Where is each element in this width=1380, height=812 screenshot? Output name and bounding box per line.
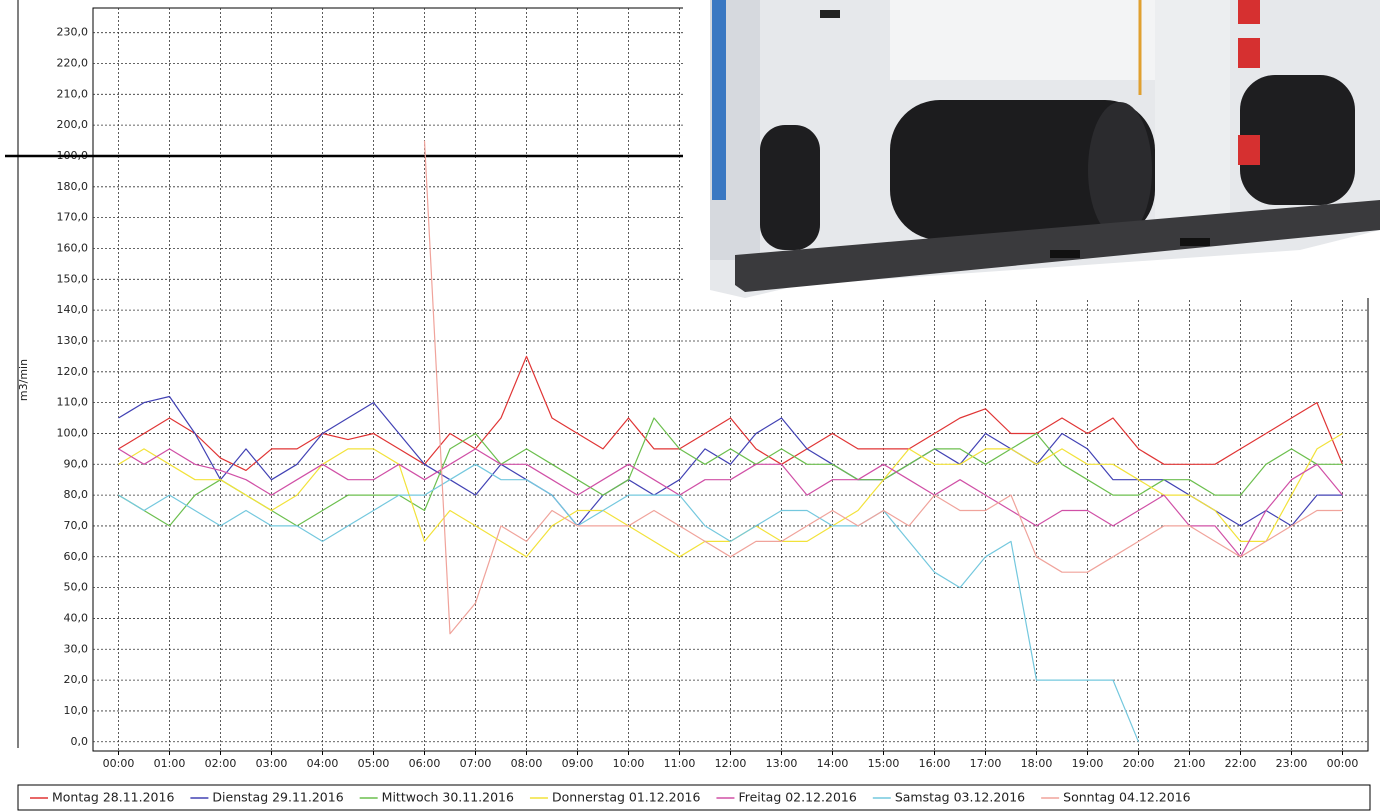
legend-label: Freitag 02.12.2016 — [738, 790, 856, 805]
y-tick-label: 10,0 — [64, 704, 89, 717]
y-tick-label: 150,0 — [57, 272, 89, 285]
x-tick-label: 13:00 — [766, 757, 798, 770]
legend-label: Mittwoch 30.11.2016 — [382, 790, 514, 805]
x-tick-label: 22:00 — [1225, 757, 1257, 770]
y-tick-label: 210,0 — [57, 87, 89, 100]
legend-label: Montag 28.11.2016 — [52, 790, 174, 805]
x-tick-label: 16:00 — [919, 757, 951, 770]
x-tick-label: 21:00 — [1174, 757, 1206, 770]
x-tick-label: 14:00 — [817, 757, 849, 770]
y-tick-label: 140,0 — [57, 303, 89, 316]
legend-box — [17, 784, 1371, 811]
y-tick-label: 160,0 — [57, 241, 89, 254]
legend-label: Donnerstag 01.12.2016 — [552, 790, 701, 805]
y-tick-label: 50,0 — [64, 581, 89, 594]
x-tick-label: 08:00 — [511, 757, 543, 770]
y-tick-label: 230,0 — [57, 26, 89, 39]
legend-label: Samstag 03.12.2016 — [895, 790, 1025, 805]
y-tick-label: 200,0 — [57, 118, 89, 131]
tank — [890, 100, 1155, 240]
series-line — [118, 417, 1343, 527]
y-tick-label: 0,0 — [71, 735, 89, 748]
legend-label: Sonntag 04.12.2016 — [1063, 790, 1191, 805]
red-fitting — [1238, 0, 1260, 24]
x-tick-label: 04:00 — [307, 757, 339, 770]
legend-label: Dienstag 29.11.2016 — [212, 790, 343, 805]
y-tick-label: 70,0 — [64, 519, 89, 532]
y-tick-label: 120,0 — [57, 365, 89, 378]
pump-tank — [1240, 75, 1355, 205]
base-frame — [735, 200, 1380, 292]
x-tick-label: 02:00 — [205, 757, 237, 770]
x-tick-label: 20:00 — [1123, 757, 1155, 770]
compressor — [760, 125, 820, 250]
y-tick-label: 40,0 — [64, 611, 89, 624]
x-tick-label: 10:00 — [613, 757, 645, 770]
x-tick-label: 00:00 — [103, 757, 135, 770]
x-tick-label: 07:00 — [460, 757, 492, 770]
series-line — [423, 140, 1343, 635]
handle — [820, 10, 840, 18]
x-tick-label: 03:00 — [256, 757, 288, 770]
x-tick-label: 06:00 — [409, 757, 441, 770]
y-tick-label: 100,0 — [57, 426, 89, 439]
x-tick-label: 15:00 — [868, 757, 900, 770]
x-tick-label: 17:00 — [970, 757, 1002, 770]
legend: Montag 28.11.2016 Dienstag 29.11.2016 Mitt… — [17, 784, 1371, 811]
y-tick-label: 60,0 — [64, 550, 89, 563]
y-tick-label: 90,0 — [64, 457, 89, 470]
base-slot — [1180, 238, 1210, 246]
series-line — [118, 463, 1140, 743]
x-tick-label: 00:00 — [1327, 757, 1359, 770]
product-photo — [683, 0, 1380, 298]
x-tick-label: 23:00 — [1276, 757, 1308, 770]
y-tick-label: 110,0 — [57, 396, 89, 409]
y-tick-label: 30,0 — [64, 642, 89, 655]
y-tick-label: 220,0 — [57, 56, 89, 69]
base-slot — [1050, 250, 1080, 258]
y-tick-label: 20,0 — [64, 673, 89, 686]
x-tick-label: 18:00 — [1021, 757, 1053, 770]
series-line — [118, 448, 1343, 558]
tank-end — [1088, 102, 1152, 238]
upper-panel — [890, 0, 1160, 80]
y-tick-label: 80,0 — [64, 488, 89, 501]
x-tick-label: 12:00 — [715, 757, 747, 770]
x-tick-label: 19:00 — [1072, 757, 1104, 770]
y-tick-label: 130,0 — [57, 334, 89, 347]
red-fitting — [1238, 135, 1260, 165]
y-axis-label: m3/min — [17, 359, 30, 401]
x-tick-label: 01:00 — [154, 757, 186, 770]
x-tick-label: 11:00 — [664, 757, 696, 770]
y-tick-label: 180,0 — [57, 180, 89, 193]
center-panel — [1155, 0, 1230, 230]
x-tick-label: 05:00 — [358, 757, 390, 770]
machine-label — [712, 0, 726, 200]
red-fitting — [1238, 38, 1260, 68]
x-tick-label: 09:00 — [562, 757, 594, 770]
y-tick-label: 170,0 — [57, 211, 89, 224]
